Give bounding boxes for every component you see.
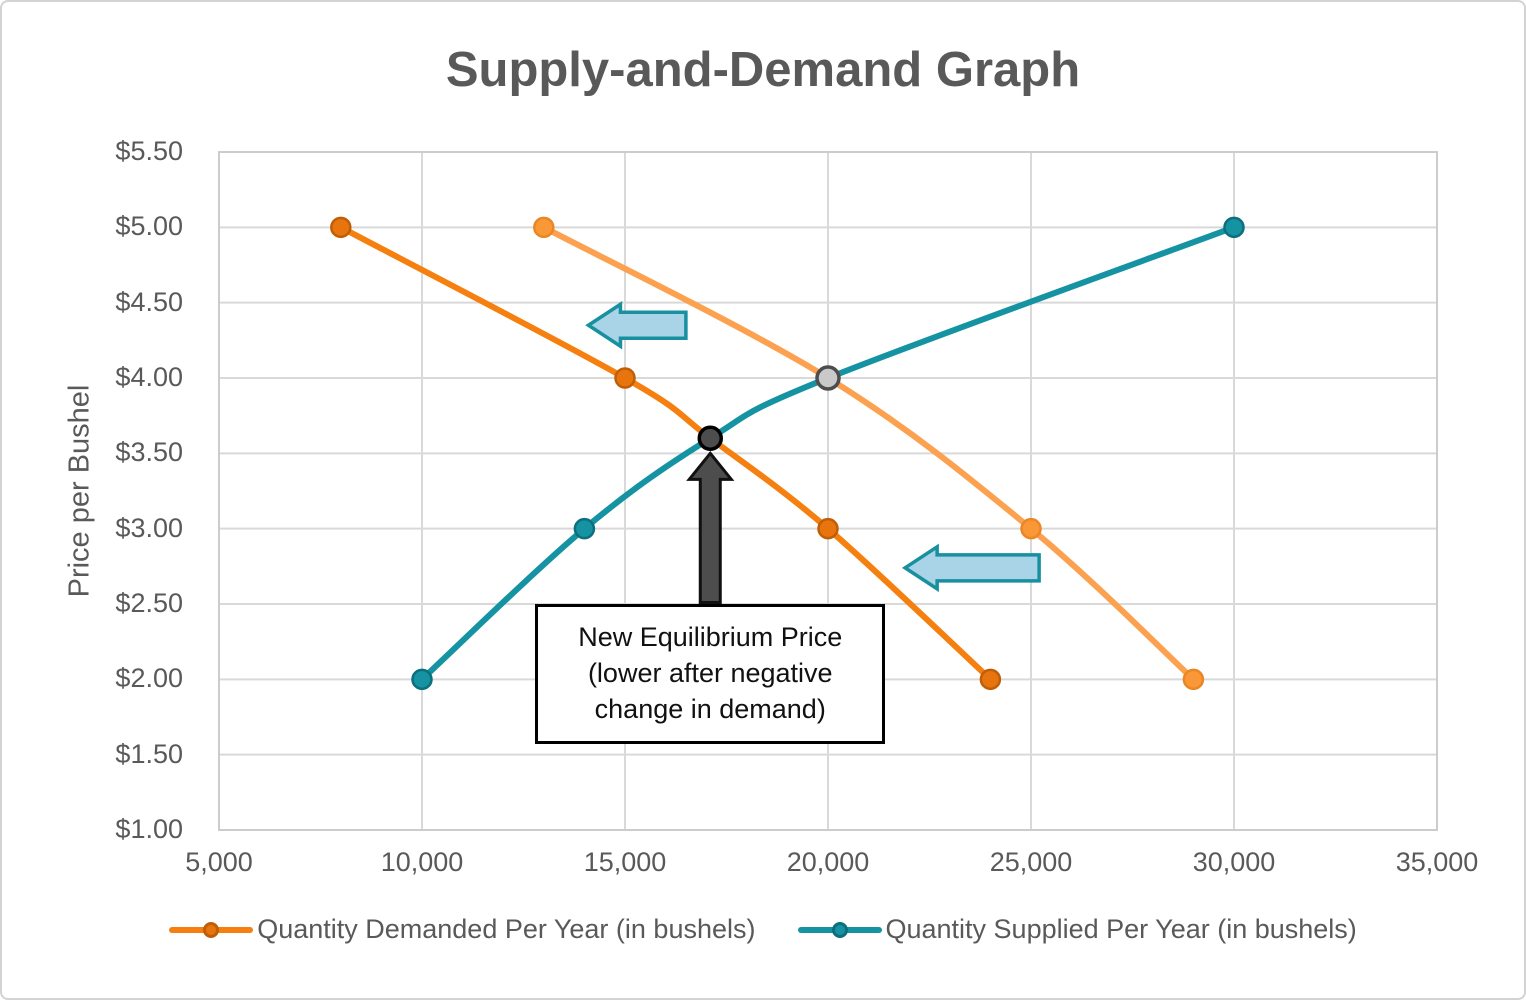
supply-data-point (411, 668, 433, 691)
demand-original-data-point (1182, 668, 1205, 691)
y-tick-label: $2.50 (115, 588, 183, 618)
chart-title: Supply-and-Demand Graph (445, 43, 1081, 97)
demand-original-curve (540, 224, 1197, 683)
demand-shift-arrow-lower (901, 543, 1041, 593)
y-tick-label: $1.50 (115, 738, 183, 769)
x-tick-label: 10,000 (380, 847, 464, 877)
demand-shift-arrow-upper (585, 301, 688, 350)
y-tick-label: $4.50 (115, 286, 183, 317)
legend-item-demand: Quantity Demanded Per Year (in bushels) (169, 914, 756, 945)
new-equilibrium-point (697, 425, 724, 452)
supply-data-point (1223, 216, 1245, 239)
new-equilibrium-annotation: New Equilibrium Price (lower after negat… (535, 604, 886, 744)
y-tick-label: $1.00 (115, 814, 183, 844)
demand-original-data-point (533, 216, 555, 239)
demand-shifted-data-point (817, 517, 839, 540)
demand-legend-marker-icon (169, 919, 254, 941)
demand-shifted-data-point (330, 216, 352, 239)
y-tick-label: $4.00 (115, 362, 183, 392)
x-tick-label: 35,000 (1395, 847, 1479, 877)
supply-data-point (573, 517, 596, 540)
y-tick-label: $5.00 (115, 211, 183, 242)
demand-shifted-data-point (614, 367, 636, 389)
supply-curve (419, 224, 1237, 683)
x-tick-label: 20,000 (786, 847, 870, 877)
plot-border (218, 151, 1438, 831)
annotation-line-2: (lower after negative (587, 658, 833, 688)
annotation-line-3: change in demand) (594, 694, 826, 724)
legend-label-demand: Quantity Demanded Per Year (in bushels) (257, 914, 756, 944)
x-tick-label: 5,000 (185, 847, 253, 877)
pointer-arrow-to-new-equilibrium (686, 450, 735, 604)
demand-original-data-point (1020, 517, 1042, 540)
y-tick-label: $3.50 (115, 437, 183, 468)
x-tick-label: 15,000 (583, 847, 667, 877)
y-tick-label: $2.00 (115, 663, 183, 694)
y-tick-label: $5.50 (115, 136, 183, 166)
chart-legend: Quantity Demanded Per Year (in bushels) … (2, 914, 1524, 945)
demand-shifted-data-point (979, 668, 1002, 691)
legend-item-supply: Quantity Supplied Per Year (in bushels) (797, 914, 1357, 945)
annotation-line-1: New Equilibrium Price (578, 622, 843, 652)
old-equilibrium-point (815, 365, 841, 391)
x-tick-label: 25,000 (989, 847, 1073, 877)
supply-legend-marker-icon (797, 919, 882, 941)
y-tick-label: $3.00 (115, 512, 183, 543)
legend-label-supply: Quantity Supplied Per Year (in bushels) (885, 914, 1357, 944)
x-tick-label: 30,000 (1192, 847, 1276, 877)
